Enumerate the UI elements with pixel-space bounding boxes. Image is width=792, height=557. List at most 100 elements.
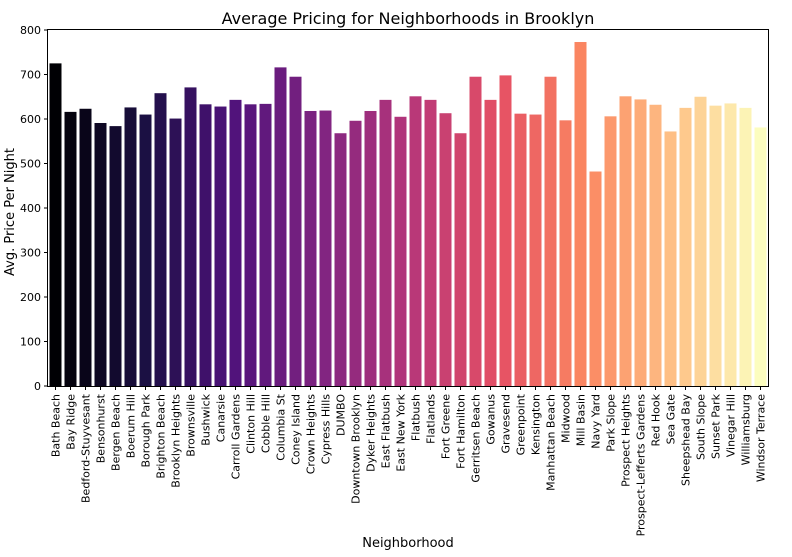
bar <box>79 108 92 386</box>
x-tick-label: Red Hook <box>650 393 663 446</box>
x-tick-label: Sheepshead Bay <box>680 394 693 486</box>
bar <box>694 96 707 386</box>
plot-frame <box>47 29 769 387</box>
bar <box>379 99 392 387</box>
bar <box>424 99 437 387</box>
bar <box>109 126 122 387</box>
x-tick-label: Brighton Beach <box>155 394 168 479</box>
bar <box>94 123 107 386</box>
bar <box>199 104 212 386</box>
x-tick-label: Sunset Park <box>710 393 723 459</box>
bar <box>169 118 182 387</box>
x-tick-label: Windsor Terrace <box>755 394 768 482</box>
bar <box>304 110 317 387</box>
x-tick-label: DUMBO <box>335 394 348 436</box>
bar <box>244 104 257 386</box>
bar <box>409 96 422 387</box>
bar <box>469 76 482 386</box>
y-tick-label: 800 <box>20 24 41 37</box>
bar <box>514 113 527 386</box>
bar <box>589 171 602 386</box>
x-tick-label: Greenpoint <box>515 393 528 455</box>
bar <box>64 111 77 386</box>
bar <box>274 67 287 386</box>
bar <box>649 104 662 386</box>
x-tick-label: Sea Gate <box>665 394 678 445</box>
x-tick-label: Flatbush <box>410 394 423 441</box>
x-tick-label: Crown Heights <box>305 394 318 475</box>
y-axis-label: Avg. Price Per Night <box>3 148 18 276</box>
x-tick-label: East Flatbush <box>380 394 393 468</box>
bar <box>289 76 302 386</box>
y-axis: 0 100 200 300 400 500 600 700 800 <box>20 24 48 393</box>
x-tick-label: Downtown Brooklyn <box>350 394 363 504</box>
bar <box>334 133 347 386</box>
x-tick-label: Bath Beach <box>50 394 63 457</box>
bar <box>49 63 62 386</box>
x-tick-label: Kensington <box>530 394 543 455</box>
y-tick-label: 100 <box>20 336 41 349</box>
x-tick-label: Williamsburg <box>740 394 753 465</box>
bar <box>124 107 137 387</box>
x-tick-label: Gerritsen Beach <box>470 394 483 483</box>
x-tick-label: Columbia St <box>275 393 288 460</box>
x-tick-label: Vinegar Hill <box>725 394 738 457</box>
x-tick-label: Cobble Hill <box>260 394 273 453</box>
bar <box>484 99 497 387</box>
x-tick-label: East New York <box>395 393 408 471</box>
bar <box>139 114 152 387</box>
x-tick-label: Fort Hamilton <box>455 394 468 469</box>
x-tick-label: Gowanus <box>485 394 498 445</box>
x-tick-label: Navy Yard <box>590 394 603 449</box>
x-tick-label: Brooklyn Heights <box>170 394 183 488</box>
bar <box>634 99 647 387</box>
x-axis-label: Neighborhood <box>362 536 454 551</box>
x-tick-label: Prospect-Lefferts Gardens <box>635 394 648 537</box>
bar <box>229 99 242 387</box>
x-tick-label: Coney Island <box>290 394 303 465</box>
bar <box>454 133 467 386</box>
x-tick-label: South Slope <box>695 394 708 460</box>
y-tick-label: 600 <box>20 113 41 126</box>
bar <box>349 120 362 386</box>
x-tick-label: Bergen Beach <box>110 394 123 471</box>
bar <box>499 75 512 386</box>
bar <box>619 96 632 387</box>
x-tick-label: Carroll Gardens <box>230 394 243 480</box>
x-tick-label: Boerum Hill <box>125 394 138 458</box>
x-tick-label: Bedford-Stuyvesant <box>80 393 93 503</box>
y-tick-label: 500 <box>20 158 41 171</box>
bar <box>394 116 407 387</box>
bar <box>544 76 557 386</box>
bar <box>709 105 722 387</box>
x-tick-label: Bensonhurst <box>95 393 108 463</box>
y-tick-label: 300 <box>20 247 41 260</box>
y-tick-label: 400 <box>20 202 41 215</box>
x-axis: Bath Beach Bay Ridge Bedford-Stuyvesant Ben… <box>50 386 768 536</box>
x-tick-label: Cypress Hills <box>320 394 333 465</box>
bars-group <box>49 42 767 387</box>
x-tick-label: Mill Basin <box>575 394 588 446</box>
x-tick-label: Borough Park <box>140 393 153 467</box>
x-tick-label: Prospect Heights <box>620 394 633 487</box>
y-tick-label: 700 <box>20 69 41 82</box>
x-tick-label: Bushwick <box>200 393 213 445</box>
y-tick-label: 200 <box>20 291 41 304</box>
x-tick-label: Midwood <box>560 394 573 443</box>
bar <box>364 110 377 387</box>
x-tick-label: Park Slope <box>605 394 618 452</box>
x-tick-label: Fort Greene <box>440 394 453 459</box>
bar <box>679 107 692 386</box>
x-tick-label: Bay Ridge <box>65 394 78 450</box>
x-tick-label: Brownsville <box>185 394 198 457</box>
bar <box>724 103 737 387</box>
x-tick-label: Canarsie <box>215 394 228 442</box>
x-tick-label: Dyker Heights <box>365 394 378 472</box>
bar <box>529 114 542 387</box>
chart-title: Average Pricing for Neighborhoods in Bro… <box>222 9 595 28</box>
x-tick-label: Flatlands <box>425 394 438 444</box>
bar <box>439 113 452 386</box>
x-tick-label: Clinton Hill <box>245 394 258 454</box>
bar <box>154 93 167 386</box>
bar <box>739 107 752 386</box>
